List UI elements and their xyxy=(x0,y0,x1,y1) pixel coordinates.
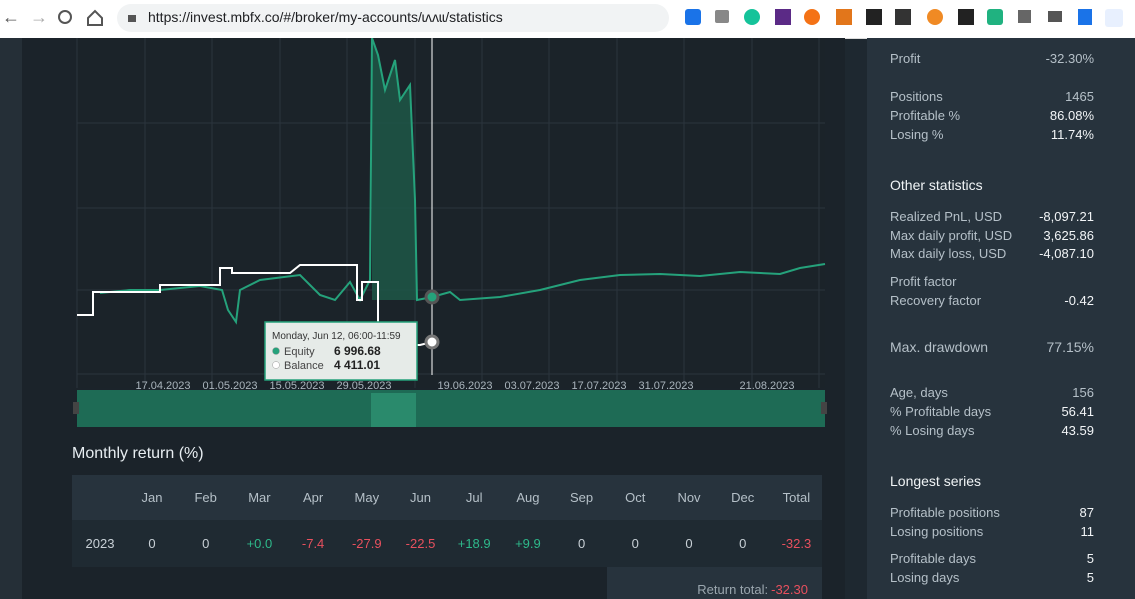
tooltip-value: 6 996.68 xyxy=(334,344,381,358)
stat-value: 11.74% xyxy=(1050,127,1094,142)
x-axis-label: 03.07.2023 xyxy=(504,380,559,392)
stat-label: Recovery factor xyxy=(890,293,982,308)
x-axis-label: 31.07.2023 xyxy=(638,380,693,392)
equity-chart: 17.04.2023 01.05.2023 15.05.2023 29.05.2023… xyxy=(0,38,845,599)
return-total-label: Return total: xyxy=(697,582,768,597)
stat-value: 1465 xyxy=(1065,89,1094,104)
cell-value: 0 xyxy=(148,536,155,551)
cell-value: 0 xyxy=(578,536,585,551)
x-axis-label: 17.07.2023 xyxy=(571,380,626,392)
cell-value: -27.9 xyxy=(352,536,382,551)
x-axis-label: 29.05.2023 xyxy=(336,380,391,392)
stat-value: 87 xyxy=(1079,505,1094,520)
cell-value: 0 xyxy=(685,536,692,551)
column-header: Aug xyxy=(516,490,539,505)
stat-label: Losing % xyxy=(890,127,944,142)
cell-value: 0 xyxy=(632,536,639,551)
stat-label: Realized PnL, USD xyxy=(890,209,1002,224)
stat-value: 11 xyxy=(1080,524,1095,539)
stat-label: Max. drawdown xyxy=(890,339,989,355)
stat-label: Max daily profit, USD xyxy=(890,228,1013,243)
stat-value: 156 xyxy=(1072,385,1094,400)
tooltip-name: Equity xyxy=(284,346,315,358)
stat-value: -32.30% xyxy=(1045,51,1094,66)
column-header: May xyxy=(355,490,380,505)
stat-label: % Losing days xyxy=(890,423,975,438)
cell-value: +0.0 xyxy=(247,536,273,551)
stat-value: 5 xyxy=(1086,551,1094,566)
stat-label: Profitable % xyxy=(890,108,961,123)
return-total-value: -32.30 xyxy=(771,582,808,597)
x-axis-label: 01.05.2023 xyxy=(202,380,257,392)
svg-text:←: ← xyxy=(2,7,20,27)
stat-label: % Profitable days xyxy=(890,404,992,419)
stat-label: Max daily loss, USD xyxy=(890,246,1007,261)
stats-panel xyxy=(867,38,1135,599)
return-total: Return total: -32.30 xyxy=(697,582,808,597)
row-year: 2023 xyxy=(86,536,115,551)
tooltip-value: 4 411.01 xyxy=(334,358,380,372)
stat-label: Age, days xyxy=(890,385,948,400)
stat-value: 43.59 xyxy=(1061,423,1094,438)
tooltip-dot xyxy=(272,347,280,355)
section-title: Monthly return (%) xyxy=(72,445,204,462)
x-axis-label: 21.08.2023 xyxy=(739,380,794,392)
stat-label: Profit xyxy=(890,51,921,66)
stat-label: Losing positions xyxy=(890,524,984,539)
column-header: Apr xyxy=(303,490,324,505)
column-header: Mar xyxy=(248,490,271,505)
column-header: Total xyxy=(783,490,811,505)
column-header: Jun xyxy=(410,490,431,505)
x-axis-label: 19.06.2023 xyxy=(437,380,492,392)
column-header: Oct xyxy=(625,490,646,505)
cell-value: +9.9 xyxy=(515,536,541,551)
address-bar[interactable] xyxy=(117,4,669,32)
stat-label: Losing days xyxy=(890,570,960,585)
stats-heading: Other statistics xyxy=(890,177,983,193)
stat-value: 86.08% xyxy=(1049,108,1094,123)
stat-label: Profit factor xyxy=(890,274,957,289)
x-axis-label: 15.05.2023 xyxy=(269,380,324,392)
stat-value: 77.15% xyxy=(1046,339,1094,355)
cell-value: -22.5 xyxy=(406,536,436,551)
cell-value: +18.9 xyxy=(458,536,491,551)
url: https://invest.mbfx.co/#/broker/my-accou… xyxy=(148,9,503,25)
stat-value: 56.41 xyxy=(1061,404,1094,419)
cell-value: 0 xyxy=(202,536,209,551)
stat-value: 3,625.86 xyxy=(1043,228,1094,243)
stat-value: 5 xyxy=(1086,570,1094,585)
stat-value: -8,097.21 xyxy=(1039,209,1094,224)
stats-heading: Longest series xyxy=(890,473,982,489)
column-header: Jul xyxy=(466,490,483,505)
tooltip-dot xyxy=(272,361,280,369)
svg-text:→: → xyxy=(30,7,48,27)
cell-value: 0 xyxy=(739,536,746,551)
cell-value: -7.4 xyxy=(302,536,324,551)
stat-label: Positions xyxy=(890,89,943,104)
stat-value: -0.42 xyxy=(1064,293,1094,308)
column-header: Jan xyxy=(142,490,163,505)
cell-value: -32.3 xyxy=(782,536,812,551)
column-header: Nov xyxy=(677,490,701,505)
stat-label: Profitable positions xyxy=(890,505,1000,520)
stat-value: -4,087.10 xyxy=(1039,246,1094,261)
toolbar-icons: ← → xyxy=(2,7,1123,27)
tooltip-name: Balance xyxy=(284,360,324,372)
tooltip-date: Monday, Jun 12, 06:00-11:59 xyxy=(272,331,401,342)
column-header: Feb xyxy=(194,490,216,505)
browser-bar: ← → https://invest.mbfx.co/#/broker/my-ac… xyxy=(0,0,1135,39)
column-header: Sep xyxy=(570,490,593,505)
column-header: Dec xyxy=(731,490,755,505)
stat-label: Profitable days xyxy=(890,551,976,566)
x-axis-label: 17.04.2023 xyxy=(135,380,190,392)
